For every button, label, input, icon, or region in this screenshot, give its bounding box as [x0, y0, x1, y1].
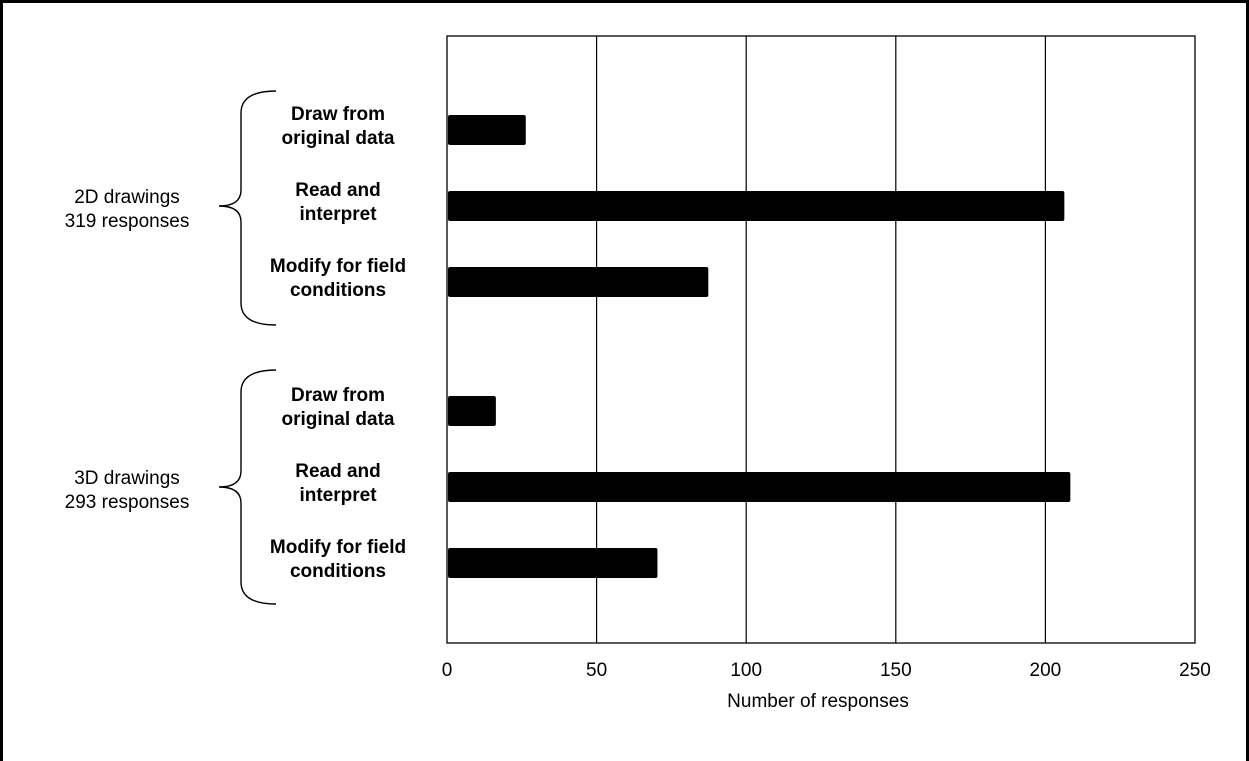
category-label-2d-2: Read and	[295, 180, 381, 201]
category-label-3d-2: interpret	[299, 485, 377, 506]
bar-2d-3	[448, 267, 709, 297]
category-label-3d-3: conditions	[290, 561, 386, 582]
x-tick-label-50: 50	[586, 660, 607, 681]
plot-area-border	[446, 35, 1196, 644]
group-label-2d: 319 responses	[65, 211, 190, 232]
category-labels: Draw from original data Read and interpret M…	[65, 104, 406, 582]
group-label-3d: 293 responses	[65, 492, 190, 513]
bar-3d-1	[448, 396, 496, 426]
group-brace-3d	[218, 369, 277, 605]
category-label-2d-2: interpret	[299, 204, 377, 225]
group-label-2d: 2D drawings	[74, 187, 180, 208]
bars	[448, 115, 1071, 578]
bar-3d-2	[448, 472, 1071, 502]
category-label-3d-3: Modify for field	[270, 537, 406, 558]
category-label-3d-1: original data	[282, 409, 395, 430]
x-axis-ticks: 0 50 100 150 200 250	[442, 660, 1211, 681]
bar-chart: Draw from original data Read and interpret M…	[65, 35, 1211, 712]
bar-2d-1	[448, 115, 526, 145]
x-tick-label-150: 150	[880, 660, 912, 681]
x-tick-label-250: 250	[1179, 660, 1211, 681]
category-label-3d-1: Draw from	[291, 385, 385, 406]
bar-2d-2	[448, 191, 1065, 221]
category-label-2d-3: Modify for field	[270, 256, 406, 277]
category-label-2d-1: original data	[282, 128, 395, 149]
bar-3d-3	[448, 548, 658, 578]
category-label-2d-1: Draw from	[291, 104, 385, 125]
grid-lines	[446, 35, 1196, 644]
group-label-3d: 3D drawings	[74, 468, 180, 489]
category-label-2d-3: conditions	[290, 280, 386, 301]
x-axis-title: Number of responses	[727, 691, 909, 712]
x-tick-label-100: 100	[730, 660, 762, 681]
category-label-3d-2: Read and	[295, 461, 381, 482]
x-tick-label-200: 200	[1030, 660, 1062, 681]
group-brace-2d	[218, 90, 277, 326]
group-braces	[218, 90, 277, 605]
x-tick-label-0: 0	[442, 660, 453, 681]
